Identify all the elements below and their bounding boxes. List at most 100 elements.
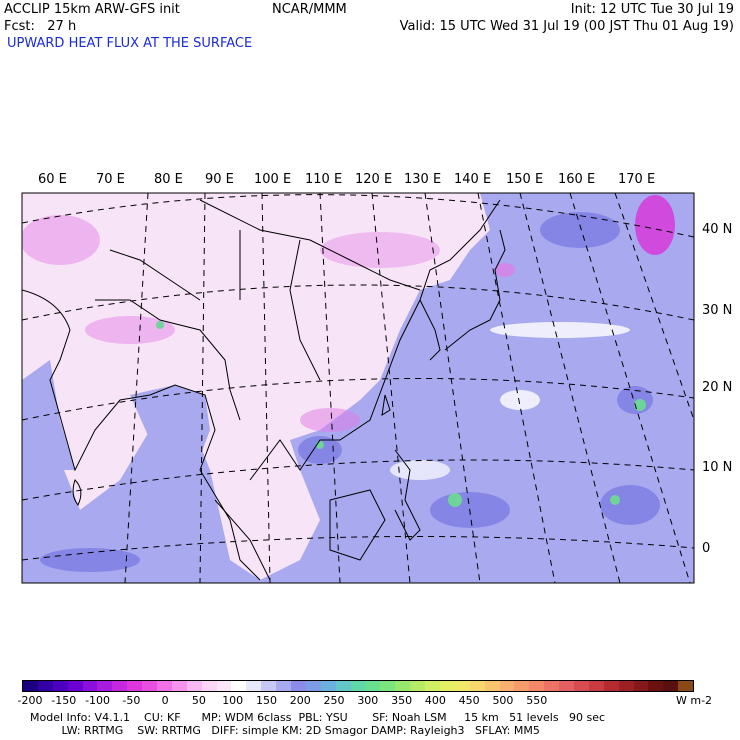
colorbar-tick-label: 400 xyxy=(424,694,446,707)
colorbar-swatch xyxy=(82,681,98,691)
colorbar-swatch xyxy=(514,681,530,691)
lon-label-140: 140 E xyxy=(454,172,492,187)
coast-sumatra xyxy=(214,499,271,581)
lat-label-30: 30 N xyxy=(702,303,733,318)
colorbar-unit: W m-2 xyxy=(676,694,713,707)
lon-label-120: 120 E xyxy=(355,172,393,187)
colorbar-swatch xyxy=(23,681,38,691)
colorbar-swatch xyxy=(484,681,500,691)
model-info-line1: Model Info: V4.1.1 CU: KF MP: WDM 6class… xyxy=(30,711,606,724)
colorbar-swatch xyxy=(573,681,589,691)
colorbar-tick-label: -50 xyxy=(122,694,141,707)
colorbar-swatch xyxy=(97,681,113,691)
colorbar-swatch xyxy=(171,681,187,691)
colorbar-tick-label: 150 xyxy=(255,694,277,707)
lon-140 xyxy=(477,193,556,583)
lon-170 xyxy=(614,193,694,421)
lat-40 xyxy=(22,194,694,238)
colorbar-swatch xyxy=(112,681,128,691)
lon-label-130: 130 E xyxy=(404,172,442,187)
colorbar-swatch xyxy=(320,681,336,691)
lon-label-110: 110 E xyxy=(305,172,343,187)
colorbar-swatch xyxy=(67,681,83,691)
field-title: UPWARD HEAT FLUX AT THE SURFACE xyxy=(7,36,253,51)
lon-label-160: 160 E xyxy=(558,172,596,187)
colorbar-swatch xyxy=(410,681,426,691)
model-title: ACCLIP 15km ARW-GFS init xyxy=(4,2,180,17)
colorbar-swatch xyxy=(588,681,604,691)
colorbar-tick-label: 550 xyxy=(526,694,548,707)
coast-asia xyxy=(22,199,501,581)
lon-160 xyxy=(569,193,691,583)
colorbar-swatch xyxy=(618,681,634,691)
magenta-kamchatka xyxy=(635,195,675,255)
dark-patch-3 xyxy=(600,485,660,525)
colorbar-swatch xyxy=(157,681,172,691)
colorbar-swatch xyxy=(648,681,664,691)
colorbar-swatch xyxy=(559,681,574,691)
colorbar-tick-label: 300 xyxy=(357,694,379,707)
pink-gobi xyxy=(320,232,440,268)
coast-srilanka xyxy=(72,479,82,506)
colorbar-swatch xyxy=(469,681,485,691)
colorbar-swatch xyxy=(52,681,68,691)
pink-china xyxy=(300,408,360,432)
colorbar-swatch xyxy=(425,681,440,691)
white-patch-1 xyxy=(490,322,630,338)
colorbar-swatch xyxy=(663,681,679,691)
map-frame xyxy=(21,192,695,584)
colorbar-swatch xyxy=(603,681,619,691)
colorbar-swatch xyxy=(499,681,515,691)
white-patch-2 xyxy=(500,390,540,410)
lon-150 xyxy=(519,193,621,583)
coast-japan xyxy=(444,229,506,351)
colorbar-tick-label: 450 xyxy=(458,694,480,707)
colorbar-tick-label: 250 xyxy=(323,694,345,707)
model-info-line2: LW: RRTMG SW: RRTMG DIFF: simple KM: 2D … xyxy=(30,724,540,737)
border-china xyxy=(199,199,421,291)
colorbar-swatch xyxy=(291,681,306,691)
colorbar-tick-label: 350 xyxy=(391,694,413,707)
colorbar-swatch xyxy=(529,681,545,691)
colorbar-swatch xyxy=(246,681,262,691)
colorbar xyxy=(22,680,694,692)
coast-korea xyxy=(419,299,441,361)
lon-label-100: 100 E xyxy=(254,172,292,187)
coast-philippines xyxy=(394,449,421,541)
lat-label-40: 40 N xyxy=(702,222,733,237)
valid-time: Valid: 15 UTC Wed 31 Jul 19 (00 JST Thu … xyxy=(399,19,734,34)
center-label: NCAR/MMM xyxy=(272,2,347,17)
border-india xyxy=(95,299,241,421)
green-spot-1 xyxy=(634,399,646,411)
colorbar-swatch xyxy=(335,681,351,691)
lon-label-70: 70 E xyxy=(96,172,125,187)
lon-label-60: 60 E xyxy=(38,172,67,187)
colorbar-swatch xyxy=(201,681,217,691)
colorbar-tick-label: 50 xyxy=(191,694,206,707)
colorbar-swatch xyxy=(276,681,292,691)
colorbar-swatch xyxy=(186,681,202,691)
colorbar-tick-label: -150 xyxy=(51,694,77,707)
colorbar-swatch xyxy=(365,681,381,691)
lon-label-90: 90 E xyxy=(205,172,234,187)
border-central xyxy=(109,230,321,381)
lon-label-80: 80 E xyxy=(154,172,183,187)
colorbar-swatch xyxy=(231,681,247,691)
colorbar-swatch xyxy=(261,681,277,691)
lat-label-10: 10 N xyxy=(702,460,733,475)
colorbar-swatch xyxy=(395,681,411,691)
colorbar-swatch xyxy=(216,681,232,691)
pink-arabia xyxy=(22,215,100,265)
coast-taiwan xyxy=(381,394,391,416)
colorbar-swatch xyxy=(380,681,396,691)
colorbar-swatch xyxy=(633,681,649,691)
pacific-ocean xyxy=(22,193,694,583)
dark-patch-1 xyxy=(540,212,620,248)
pink-india xyxy=(85,316,175,344)
lon-label-150: 150 E xyxy=(506,172,544,187)
colorbar-tick-label: 500 xyxy=(492,694,514,707)
green-spot-3 xyxy=(610,495,620,505)
colorbar-tick-label: -100 xyxy=(85,694,111,707)
colorbar-swatch xyxy=(305,681,321,691)
